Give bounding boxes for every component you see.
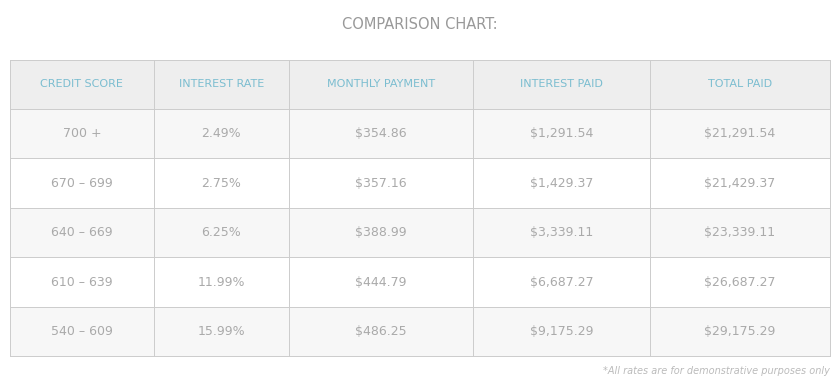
Text: 540 – 609: 540 – 609 <box>51 325 113 338</box>
Text: $23,339.11: $23,339.11 <box>704 226 775 239</box>
Text: 700 +: 700 + <box>62 127 101 140</box>
Text: $9,175.29: $9,175.29 <box>530 325 593 338</box>
Text: INTEREST RATE: INTEREST RATE <box>179 79 264 89</box>
Text: $1,291.54: $1,291.54 <box>530 127 593 140</box>
Text: $26,687.27: $26,687.27 <box>704 276 775 288</box>
Text: 11.99%: 11.99% <box>197 276 245 288</box>
Text: 6.25%: 6.25% <box>202 226 241 239</box>
Text: $444.79: $444.79 <box>355 276 407 288</box>
Text: *All rates are for demonstrative purposes only: *All rates are for demonstrative purpose… <box>603 366 830 376</box>
Text: $388.99: $388.99 <box>355 226 407 239</box>
Text: COMPARISON CHART:: COMPARISON CHART: <box>342 17 498 32</box>
Text: CREDIT SCORE: CREDIT SCORE <box>40 79 123 89</box>
Text: $21,291.54: $21,291.54 <box>704 127 775 140</box>
Text: 2.49%: 2.49% <box>202 127 241 140</box>
Text: TOTAL PAID: TOTAL PAID <box>707 79 772 89</box>
Text: MONTHLY PAYMENT: MONTHLY PAYMENT <box>327 79 435 89</box>
Text: 610 – 639: 610 – 639 <box>51 276 113 288</box>
Text: 15.99%: 15.99% <box>197 325 245 338</box>
Text: 670 – 699: 670 – 699 <box>51 177 113 190</box>
Text: $3,339.11: $3,339.11 <box>530 226 593 239</box>
Text: 640 – 669: 640 – 669 <box>51 226 113 239</box>
Text: $1,429.37: $1,429.37 <box>530 177 593 190</box>
Text: $6,687.27: $6,687.27 <box>529 276 593 288</box>
Text: $354.86: $354.86 <box>355 127 407 140</box>
Text: $357.16: $357.16 <box>355 177 407 190</box>
Text: $29,175.29: $29,175.29 <box>704 325 775 338</box>
Text: $21,429.37: $21,429.37 <box>704 177 775 190</box>
Text: 2.75%: 2.75% <box>202 177 241 190</box>
Text: INTEREST PAID: INTEREST PAID <box>520 79 603 89</box>
Text: $486.25: $486.25 <box>355 325 407 338</box>
